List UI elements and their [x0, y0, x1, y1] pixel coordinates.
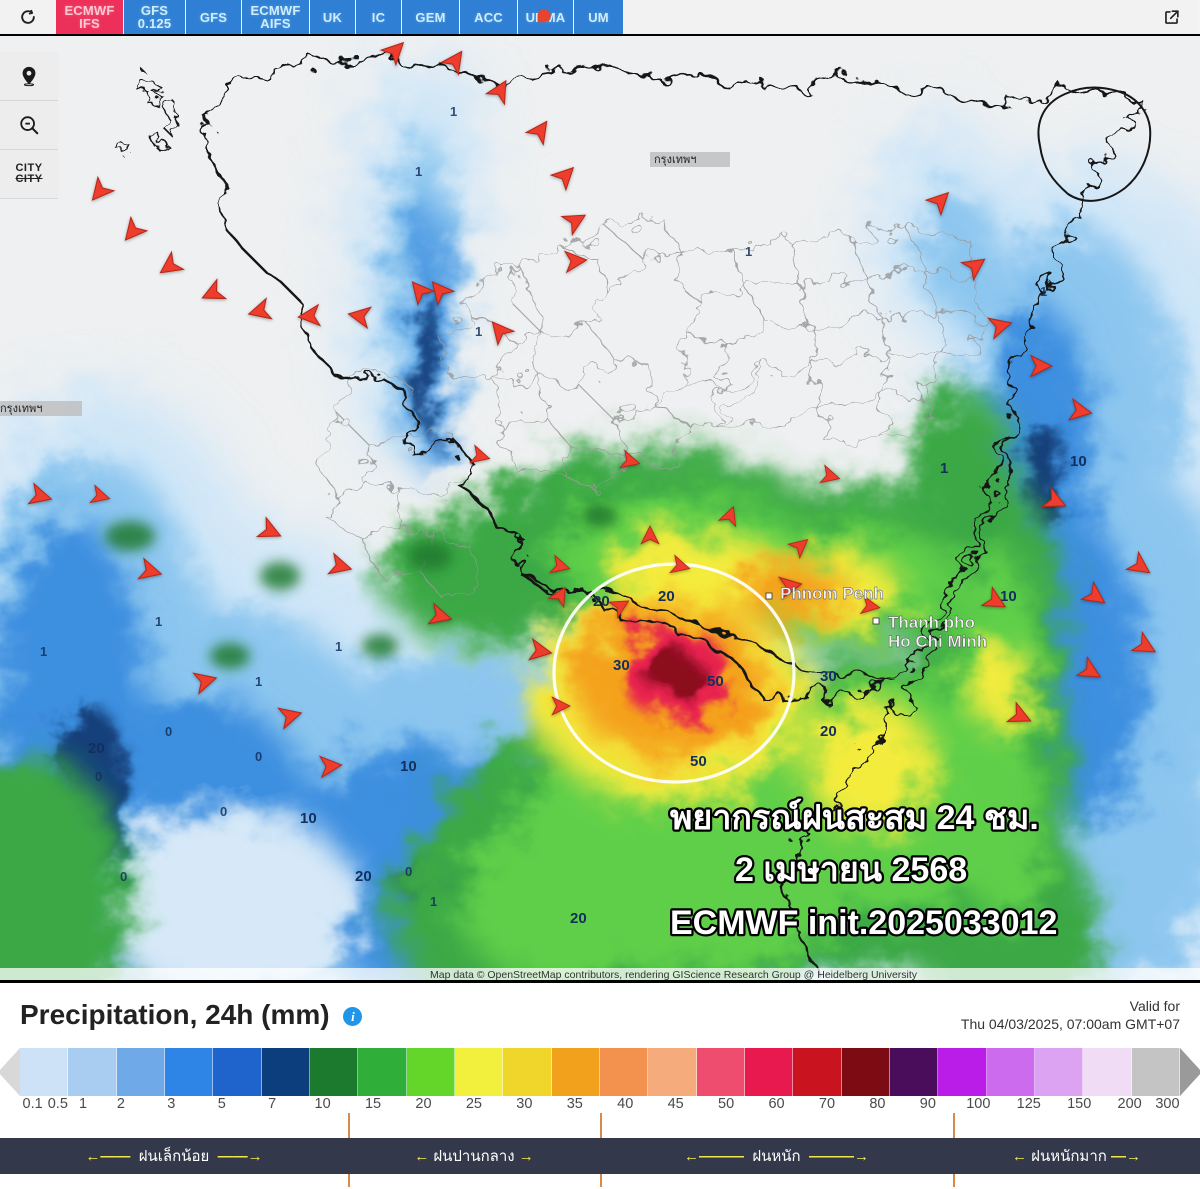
svg-text:พยากรณ์ฝนสะสม 24 ชม.: พยากรณ์ฝนสะสม 24 ชม.	[670, 798, 1039, 837]
svg-text:ECMWF init.2025033012: ECMWF init.2025033012	[670, 904, 1057, 942]
svg-text:2 เมษายน 2568: 2 เมษายน 2568	[735, 851, 967, 889]
svg-text:1: 1	[40, 644, 47, 659]
svg-text:1: 1	[745, 244, 752, 259]
svg-text:20: 20	[593, 593, 610, 610]
svg-text:กรุงเทพฯ: กรุงเทพฯ	[654, 154, 696, 166]
svg-text:10: 10	[300, 810, 317, 827]
svg-text:10: 10	[400, 758, 417, 775]
svg-text:50: 50	[707, 673, 724, 690]
svg-text:20: 20	[355, 868, 372, 885]
svg-text:30: 30	[613, 657, 630, 674]
svg-text:0: 0	[95, 769, 102, 784]
svg-text:0: 0	[220, 804, 227, 819]
svg-text:1: 1	[475, 324, 482, 339]
svg-text:1: 1	[335, 639, 342, 654]
svg-text:30: 30	[820, 668, 837, 685]
svg-text:20: 20	[570, 910, 587, 927]
svg-text:20: 20	[658, 588, 675, 605]
svg-text:0: 0	[255, 749, 262, 764]
svg-text:20: 20	[88, 740, 105, 757]
svg-text:0: 0	[405, 864, 412, 879]
svg-text:Ho Chi Minh: Ho Chi Minh	[888, 632, 987, 651]
svg-text:0: 0	[165, 724, 172, 739]
svg-text:1: 1	[1040, 284, 1047, 299]
svg-text:Map data © OpenStreetMap contr: Map data © OpenStreetMap contributors, r…	[430, 969, 918, 981]
svg-text:1: 1	[940, 460, 948, 477]
svg-text:กรุงเทพฯ: กรุงเทพฯ	[0, 403, 42, 415]
svg-text:20: 20	[820, 723, 837, 740]
svg-text:1: 1	[155, 614, 162, 629]
svg-text:10: 10	[1070, 453, 1087, 470]
svg-text:50: 50	[690, 753, 707, 770]
svg-text:Phnom Penh: Phnom Penh	[780, 584, 884, 603]
svg-text:1: 1	[430, 894, 437, 909]
svg-text:1: 1	[450, 104, 457, 119]
svg-text:Thanh pho: Thanh pho	[888, 613, 975, 632]
svg-text:1: 1	[415, 164, 422, 179]
svg-text:0: 0	[120, 869, 127, 884]
svg-text:1: 1	[255, 674, 262, 689]
